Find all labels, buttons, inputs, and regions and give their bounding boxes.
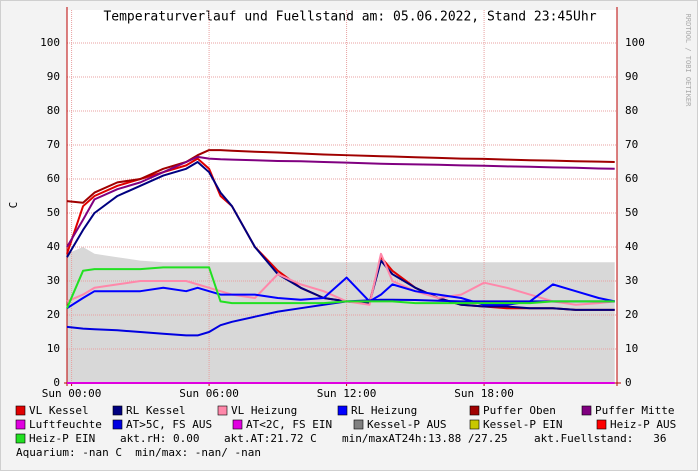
- y2-tick-label: 30: [625, 274, 638, 287]
- legend-swatch: [581, 405, 592, 416]
- y-tick-label: 40: [47, 240, 60, 253]
- series-line: [66, 149, 615, 204]
- legend-note: akt.Fuellstand: 36: [534, 432, 666, 445]
- legend-label: Kessel-P EIN: [483, 418, 562, 431]
- series-line: [66, 155, 615, 248]
- legend-label: Kessel-P AUS: [367, 418, 446, 431]
- y-tick-label: 30: [47, 274, 60, 287]
- y-axis-label: C: [7, 202, 20, 209]
- legend-swatch: [596, 419, 607, 430]
- legend-label: VL Kessel: [29, 404, 89, 417]
- legend-label: AT>5C, FS AUS: [126, 418, 212, 431]
- y2-tick-label: 70: [625, 138, 638, 151]
- x-tick-label: Sun 12:00: [317, 387, 377, 400]
- legend-swatch: [15, 433, 26, 444]
- legend-label: Puffer Oben: [483, 404, 556, 417]
- y2-tick-label: 20: [625, 308, 638, 321]
- y-tick-label: 90: [47, 70, 60, 83]
- y2-tick-label: 50: [625, 206, 638, 219]
- x-tick-label: Sun 00:00: [42, 387, 102, 400]
- series-line: [66, 252, 615, 306]
- y-tick-label: 70: [47, 138, 60, 151]
- y2-tick-label: 100: [625, 36, 645, 49]
- y2-tick-label: 60: [625, 172, 638, 185]
- series-line: [66, 266, 615, 309]
- y2-tick-label: 80: [625, 104, 638, 117]
- legend-label: RL Kessel: [126, 404, 186, 417]
- legend-swatch: [232, 419, 243, 430]
- y2-tick-label: 0: [625, 376, 632, 389]
- y-tick-label: 60: [47, 172, 60, 185]
- legend-label: VL Heizung: [231, 404, 297, 417]
- chart-title: Temperaturverlauf und Fuellstand am: 05.…: [103, 10, 596, 25]
- legend-label: Heiz-P AUS: [610, 418, 676, 431]
- legend-note: akt.rH: 0.00: [120, 432, 199, 445]
- x-tick-label: Sun 18:00: [454, 387, 514, 400]
- legend-swatch: [112, 405, 123, 416]
- x-tick-label: Sun 06:00: [179, 387, 239, 400]
- y2-tick-label: 40: [625, 240, 638, 253]
- y-tick-label: 80: [47, 104, 60, 117]
- legend-label: AT<2C, FS EIN: [246, 418, 332, 431]
- y-tick-label: 100: [40, 36, 60, 49]
- legend-swatch: [469, 405, 480, 416]
- legend-label: Luftfeuchte: [29, 418, 102, 431]
- y-tick-label: 20: [47, 308, 60, 321]
- legend-note: min/maxAT24h:13.88 /27.25: [342, 432, 508, 445]
- y-tick-label: 50: [47, 206, 60, 219]
- legend-swatch: [337, 405, 348, 416]
- series-line: [66, 298, 615, 337]
- legend-swatch: [217, 405, 228, 416]
- legend-note: akt.AT:21.72 C: [224, 432, 317, 445]
- legend-label: Heiz-P EIN: [29, 432, 95, 445]
- legend-swatch: [15, 419, 26, 430]
- legend-label: RL Heizung: [351, 404, 417, 417]
- y-tick-label: 0: [53, 376, 60, 389]
- legend-swatch: [469, 419, 480, 430]
- legend-note: Aquarium: -nan C min/max: -nan/ -nan: [16, 446, 261, 459]
- legend-swatch: [353, 419, 364, 430]
- legend-label: Puffer Mitte: [595, 404, 674, 417]
- watermark: RRDTOOL / TOBI OETIKER: [684, 14, 692, 108]
- y2-tick-label: 90: [625, 70, 638, 83]
- y2-tick-label: 10: [625, 342, 638, 355]
- legend-swatch: [112, 419, 123, 430]
- y-tick-label: 10: [47, 342, 60, 355]
- legend-swatch: [15, 405, 26, 416]
